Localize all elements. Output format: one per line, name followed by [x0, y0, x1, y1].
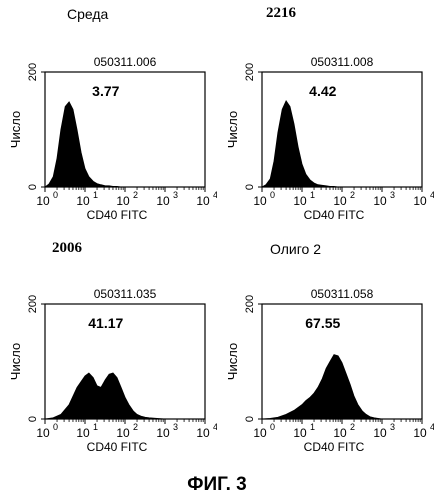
histogram-area	[262, 101, 342, 187]
x-tick-exponent: 4	[430, 190, 434, 200]
x-tick-exponent: 1	[93, 422, 98, 432]
value-label: 67.55	[305, 315, 340, 331]
x-tick-exponent: 3	[390, 422, 395, 432]
x-tick-exponent: 1	[310, 190, 315, 200]
x-tick-exponent: 1	[93, 190, 98, 200]
y-tick-label: 0	[27, 184, 39, 190]
x-tick-label: 10	[36, 194, 50, 208]
histogram-area	[262, 355, 382, 419]
x-tick-label: 10	[76, 194, 90, 208]
x-tick-exponent: 0	[270, 422, 275, 432]
x-tick-label: 10	[116, 194, 130, 208]
y-tick-label: 200	[27, 63, 39, 81]
y-axis-label: Число	[8, 111, 23, 148]
x-axis-label: CD40 FITC	[304, 440, 365, 454]
x-tick-exponent: 2	[133, 422, 138, 432]
panel-title: 050311.058	[311, 287, 374, 301]
value-label: 41.17	[88, 315, 123, 331]
x-tick-label: 10	[293, 194, 307, 208]
x-tick-label: 10	[156, 194, 170, 208]
x-tick-exponent: 2	[133, 190, 138, 200]
y-axis-label: Число	[8, 343, 23, 380]
x-tick-exponent: 3	[390, 190, 395, 200]
x-axis-label: CD40 FITC	[87, 440, 148, 454]
x-tick-label: 10	[76, 426, 90, 440]
x-tick-exponent: 0	[53, 422, 58, 432]
x-tick-label: 10	[333, 194, 347, 208]
x-tick-label: 10	[116, 426, 130, 440]
x-tick-label: 10	[413, 194, 427, 208]
x-tick-label: 10	[253, 426, 267, 440]
x-tick-exponent: 1	[310, 422, 315, 432]
histogram-area	[45, 373, 165, 419]
x-tick-exponent: 0	[270, 190, 275, 200]
x-axis-label: CD40 FITC	[87, 208, 148, 222]
x-tick-exponent: 3	[173, 190, 178, 200]
x-tick-exponent: 2	[350, 422, 355, 432]
x-tick-label: 10	[253, 194, 267, 208]
y-axis-label: Число	[225, 343, 240, 380]
y-axis-label: Число	[225, 111, 240, 148]
panel-heading-4: Олиго 2	[270, 241, 321, 257]
x-axis-label: CD40 FITC	[304, 208, 365, 222]
y-tick-label: 200	[244, 295, 256, 313]
x-tick-exponent: 0	[53, 190, 58, 200]
panel-title: 050311.035	[94, 287, 157, 301]
value-label: 4.42	[309, 83, 336, 99]
panel-title: 050311.008	[311, 55, 374, 69]
x-tick-label: 10	[373, 426, 387, 440]
figure-caption: ФИГ. 3	[0, 474, 434, 496]
y-tick-label: 0	[244, 184, 256, 190]
panel-heading-1: Среда	[67, 6, 108, 22]
y-tick-label: 0	[27, 416, 39, 422]
histogram-panel-3: 050311.03541.171001011021031040200ЧислоC…	[0, 277, 217, 467]
x-tick-label: 10	[156, 426, 170, 440]
y-tick-label: 200	[244, 63, 256, 81]
x-tick-label: 10	[196, 194, 210, 208]
histogram-panel-1: 050311.0063.771001011021031040200ЧислоCD…	[0, 45, 217, 230]
x-tick-exponent: 3	[173, 422, 178, 432]
value-label: 3.77	[92, 83, 119, 99]
y-tick-label: 200	[27, 295, 39, 313]
histogram-panel-4: 050311.05867.551001011021031040200ЧислоC…	[217, 277, 434, 467]
histogram-panel-2: 050311.0084.421001011021031040200ЧислоCD…	[217, 45, 434, 230]
x-tick-exponent: 4	[430, 422, 434, 432]
x-tick-label: 10	[36, 426, 50, 440]
x-tick-label: 10	[333, 426, 347, 440]
y-tick-label: 0	[244, 416, 256, 422]
x-tick-label: 10	[293, 426, 307, 440]
x-tick-exponent: 2	[350, 190, 355, 200]
panel-title: 050311.006	[94, 55, 157, 69]
panel-heading-3: 2006	[52, 240, 82, 257]
x-tick-label: 10	[373, 194, 387, 208]
panel-heading-2: 2216	[266, 5, 296, 22]
x-tick-label: 10	[413, 426, 427, 440]
x-tick-label: 10	[196, 426, 210, 440]
histogram-area	[45, 102, 125, 187]
